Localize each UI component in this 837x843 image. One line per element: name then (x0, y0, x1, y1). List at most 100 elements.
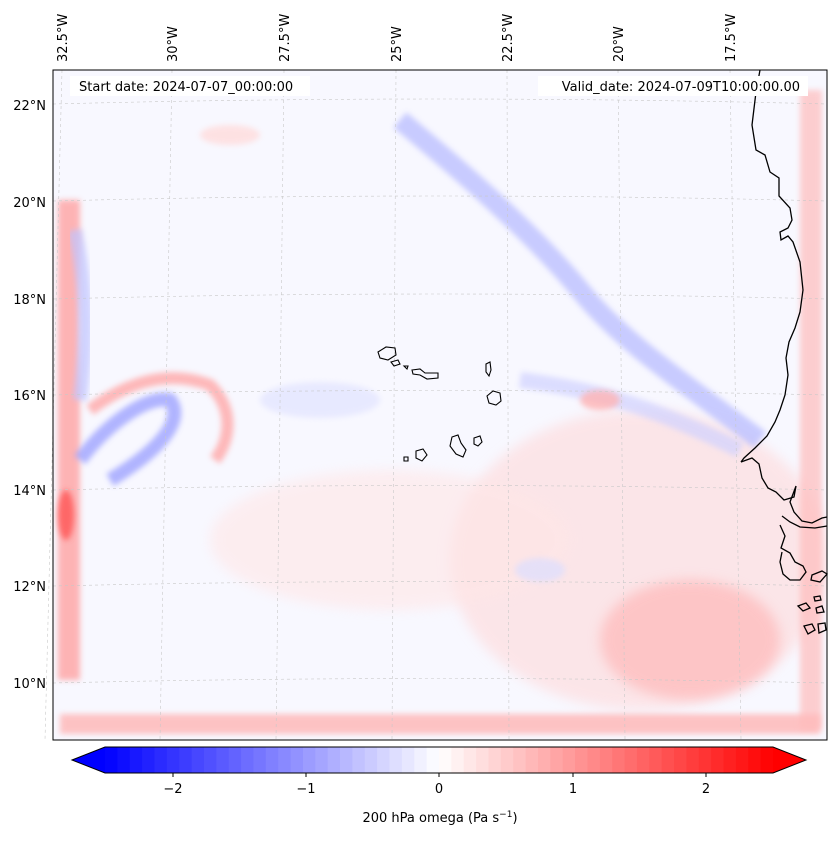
colorbar-tick-label: 0 (435, 782, 443, 797)
omega-field-blue-patch (260, 382, 380, 418)
colorbar-cell (575, 747, 589, 773)
lon-label-30w: 30°W (166, 26, 181, 62)
colorbar-cell (352, 747, 366, 773)
colorbar-cell (599, 747, 613, 773)
colorbar-cell (439, 747, 452, 773)
colorbar-cell (364, 747, 378, 773)
colorbar: −2 −1 0 1 2 200 hPa omega (Pa s−1) (70, 746, 808, 826)
gridline-lon-32-5w (44, 69, 63, 741)
colorbar-cell (537, 747, 551, 773)
lon-label-27-5w: 27.5°W (278, 14, 293, 62)
colorbar-cell (253, 747, 267, 773)
omega-field (58, 90, 827, 734)
cape-verde-islands (377, 346, 502, 462)
lon-label-17-5w: 17.5°W (724, 14, 739, 62)
colorbar-outline (70, 746, 808, 774)
colorbar-cell (674, 747, 688, 773)
island-sal (485, 361, 492, 378)
colorbar-cell (265, 747, 279, 773)
omega-field-red-patch (200, 125, 260, 145)
colorbar-cell (550, 747, 564, 773)
colorbar-cell (179, 747, 193, 773)
colorbar-cell (203, 747, 217, 773)
omega-field-blue-patch (515, 558, 565, 582)
lat-label-10n: 10°N (13, 677, 46, 692)
colorbar-low-extend-arrow (72, 747, 105, 773)
colorbar-cell (315, 747, 329, 773)
colorbar-cell (340, 747, 354, 773)
colorbar-cells (105, 747, 774, 773)
colorbar-cell (302, 747, 316, 773)
colorbar-tick-label: −1 (296, 782, 315, 797)
lon-label-32-5w: 32.5°W (56, 14, 71, 62)
gridline-lat-14n (52, 485, 828, 491)
start-date-label: Start date: 2024-07-07_00:00:00 (79, 80, 293, 95)
coastline-bijagos (796, 570, 829, 635)
valid-date-box (538, 76, 808, 96)
gridline-lon-20w (617, 69, 626, 741)
gridline-lat-12n (52, 581, 828, 587)
gridline-lat-20n (52, 195, 828, 202)
lat-label-20n: 20°N (13, 196, 46, 211)
map-frame (52, 69, 828, 741)
omega-field-bottom-boundary (60, 714, 820, 734)
colorbar-cell (216, 747, 230, 773)
colorbar-cell (451, 747, 465, 773)
colorbar-cell (686, 747, 700, 773)
gridline-lon-25w (391, 69, 397, 741)
colorbar-title-superscript: −1 (499, 810, 512, 820)
colorbar-cell (389, 747, 403, 773)
colorbar-cell (488, 747, 502, 773)
colorbar-title: 200 hPa omega (Pa s−1) (362, 810, 517, 826)
island-brava (403, 456, 409, 462)
colorbar-cell (525, 747, 539, 773)
colorbar-cell (228, 747, 242, 773)
colorbar-cell (624, 747, 638, 773)
lat-label-22n: 22°N (13, 99, 46, 114)
gridline-lon-22-5w (506, 69, 510, 741)
colorbar-cell (463, 747, 477, 773)
gridline-lat-18n (52, 293, 828, 300)
omega-field-right-boundary (800, 90, 822, 730)
island-fogo (415, 448, 428, 462)
african-coastline (740, 69, 829, 635)
colorbar-cell (649, 747, 663, 773)
colorbar-cell (636, 747, 650, 773)
map-area: Start date: 2024-07-07_00:00:00 Valid_da… (44, 69, 829, 741)
coastline-gambia (781, 515, 828, 529)
colorbar-cell (562, 747, 576, 773)
colorbar-high-extend-arrow (773, 747, 806, 773)
start-date-box (70, 76, 310, 96)
colorbar-cell (612, 747, 626, 773)
colorbar-cell (587, 747, 601, 773)
colorbar-cell (290, 747, 304, 773)
colorbar-cell (500, 747, 514, 773)
omega-field-blue-band (393, 112, 766, 449)
colorbar-cell (414, 747, 428, 773)
colorbar-tick-label: −2 (163, 782, 182, 797)
gridline-lon-30w (159, 69, 173, 741)
colorbar-tick-label: 2 (702, 782, 710, 797)
colorbar-cell (426, 747, 440, 773)
colorbar-cell (166, 747, 180, 773)
omega-field-left-boundary (58, 200, 80, 680)
lat-label-14n: 14°N (13, 484, 46, 499)
island-sao-vicente (390, 359, 401, 367)
gridline-lat-22n (52, 98, 828, 105)
island-santo-antao (377, 346, 397, 361)
longitude-labels: 32.5°W 30°W 27.5°W 25°W 22.5°W 20°W 17.5… (56, 14, 739, 62)
omega-field-blue-vortex (74, 392, 182, 487)
colorbar-cell (117, 747, 131, 773)
island-boa-vista (486, 390, 502, 406)
colorbar-cell (735, 747, 749, 773)
lat-label-18n: 18°N (13, 293, 46, 308)
colorbar-cell (142, 747, 156, 773)
lat-label-12n: 12°N (13, 580, 46, 595)
colorbar-cell (711, 747, 725, 773)
omega-field-red-patch (580, 390, 620, 410)
omega-field-red-southeast-core (600, 580, 780, 700)
colorbar-cell (401, 747, 415, 773)
colorbar-cell (698, 747, 712, 773)
omega-field-left-boundary-core (58, 490, 74, 540)
